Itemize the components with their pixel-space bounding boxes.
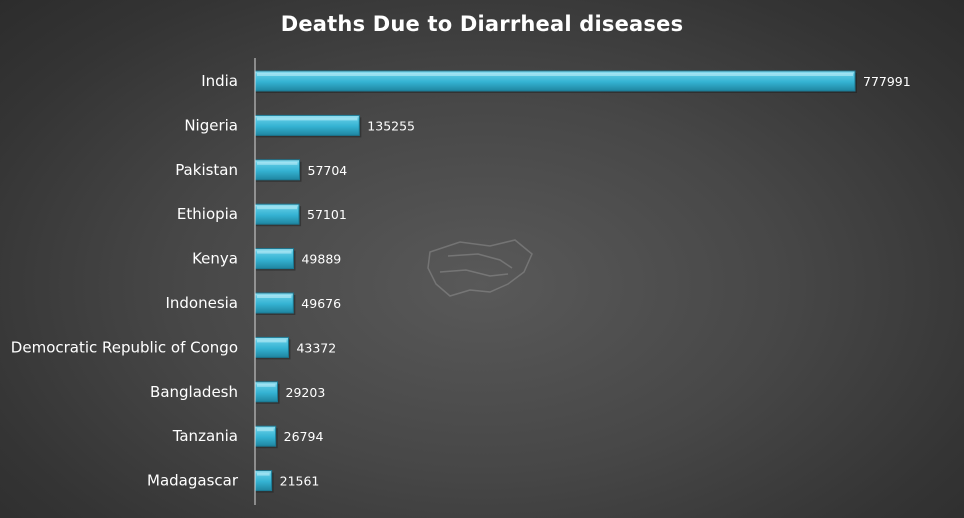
- category-label: Indonesia: [165, 294, 238, 312]
- bar-highlight: [257, 383, 276, 387]
- bar-group: Kenya 49889: [192, 248, 341, 271]
- data-label: 57101: [307, 207, 347, 222]
- data-label: 49889: [301, 252, 341, 267]
- category-label: Ethiopia: [177, 205, 238, 223]
- category-label: Bangladesh: [150, 383, 238, 401]
- bar-highlight: [257, 339, 287, 343]
- bar-highlight: [257, 73, 853, 76]
- data-label: 29203: [286, 385, 326, 400]
- bars-layer: India 777991 Nigeria 135255 Pakistan 57704 Eth…: [11, 70, 911, 493]
- watermark-logo: [427, 239, 533, 297]
- chart-title: Deaths Due to Diarrheal diseases: [280, 12, 684, 36]
- category-label: India: [201, 72, 238, 90]
- bar-highlight: [257, 250, 292, 254]
- bar-highlight: [257, 472, 270, 476]
- bar-group: Pakistan 57704: [175, 159, 348, 182]
- category-label: Pakistan: [175, 161, 238, 179]
- bar-group: Tanzania 26794: [172, 425, 324, 449]
- bar-group: Bangladesh 29203: [150, 381, 326, 404]
- bar-group: Democratic Republic of Congo 43372: [11, 336, 336, 360]
- bar-group: Nigeria 135255: [184, 114, 415, 138]
- bar-group: Indonesia 49676: [165, 292, 341, 315]
- bar-highlight: [257, 206, 298, 210]
- bar-highlight: [257, 161, 298, 165]
- category-label: Tanzania: [172, 427, 238, 445]
- data-label: 49676: [301, 296, 341, 311]
- bar-group: Madagascar 21561: [147, 470, 320, 493]
- data-label: 26794: [284, 429, 324, 444]
- category-label: Kenya: [192, 250, 238, 268]
- bar-group: Ethiopia 57101: [177, 203, 347, 227]
- bar-highlight: [257, 117, 358, 121]
- category-label: Nigeria: [184, 116, 238, 134]
- data-label: 57704: [308, 163, 348, 178]
- bar-highlight: [257, 295, 292, 298]
- category-label: Democratic Republic of Congo: [11, 338, 238, 356]
- data-label: 43372: [296, 340, 336, 355]
- data-label: 21561: [280, 474, 320, 489]
- category-label: Madagascar: [147, 472, 239, 490]
- bar-group: India 777991: [201, 70, 911, 93]
- data-label: 135255: [367, 118, 415, 133]
- bar-highlight: [257, 428, 274, 432]
- data-label: 777991: [863, 74, 911, 89]
